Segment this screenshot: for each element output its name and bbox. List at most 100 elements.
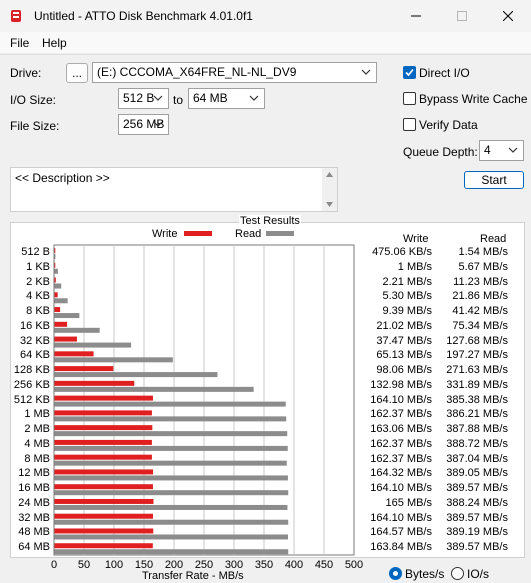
queue-depth-select[interactable]: 4 <box>479 140 524 161</box>
row-label: 2 MB <box>24 423 50 436</box>
close-window-button[interactable] <box>485 0 531 32</box>
x-tick-label: 500 <box>345 559 363 571</box>
write-value: 21.02 MB/s <box>376 319 432 332</box>
bytes-per-second-radio[interactable] <box>389 567 402 580</box>
io-per-second-radio[interactable] <box>451 567 464 580</box>
write-bar <box>54 543 153 549</box>
bypass-write-cache-checkbox[interactable] <box>403 92 416 105</box>
row-label: 32 MB <box>18 511 50 524</box>
legend-read-label: Read <box>235 228 262 240</box>
read-value: 75.34 MB/s <box>452 319 508 332</box>
chevron-down-icon <box>508 147 518 153</box>
read-bar <box>54 268 58 274</box>
read-value: 387.04 MB/s <box>446 452 508 465</box>
write-value: 162.37 MB/s <box>370 452 432 465</box>
checkmark-icon <box>405 68 414 77</box>
x-tick-label: 0 <box>51 559 57 571</box>
read-value: 5.67 MB/s <box>458 260 508 273</box>
write-bar <box>54 366 114 372</box>
verify-data-label: Verify Data <box>419 118 478 132</box>
chevron-down-icon <box>153 95 163 101</box>
x-axis-label: Transfer Rate - MB/s <box>142 570 244 582</box>
write-bar <box>54 248 56 253</box>
browse-button[interactable]: ... <box>66 63 88 83</box>
drive-select[interactable]: (E:) CCCOMA_X64FRE_NL-NL_DV9 <box>92 62 377 83</box>
menu-bar <box>0 32 531 53</box>
read-bar <box>54 401 286 407</box>
chevron-down-icon <box>361 69 371 75</box>
chevron-down-icon <box>153 121 163 127</box>
row-label: 32 KB <box>20 334 50 347</box>
start-button[interactable]: Start <box>464 171 524 189</box>
legend-read-swatch <box>266 231 294 236</box>
write-value: 164.10 MB/s <box>370 393 432 406</box>
write-bar <box>54 425 153 431</box>
write-bar <box>54 380 135 386</box>
io-size-from-select[interactable]: 512 B <box>118 88 169 109</box>
row-label: 1 KB <box>26 260 50 273</box>
io-size-to-select[interactable]: 64 MB <box>188 88 265 109</box>
write-bar <box>54 351 94 357</box>
read-value: 385.38 MB/s <box>446 393 508 406</box>
row-label: 64 KB <box>20 349 50 362</box>
row-label: 256 KB <box>13 378 50 391</box>
title-bar[interactable] <box>0 0 531 32</box>
read-bar <box>54 460 287 466</box>
write-value: 1 MB/s <box>397 260 432 273</box>
write-value: 65.13 MB/s <box>376 349 432 362</box>
read-bar <box>54 504 288 510</box>
direct-io-checkbox[interactable] <box>403 66 416 79</box>
read-value: 271.63 MB/s <box>446 364 508 377</box>
row-label: 2 KB <box>26 275 50 288</box>
menu-file[interactable]: File <box>10 36 30 50</box>
write-value: 163.84 MB/s <box>370 541 432 554</box>
legend-write-label: Write <box>152 228 178 240</box>
queue-depth-value: 4 <box>484 143 491 157</box>
close-icon <box>503 11 513 21</box>
io-size-to-label: to <box>173 93 184 107</box>
description-textbox[interactable]: << Description >> <box>10 167 338 212</box>
read-value: 388.72 MB/s <box>446 437 508 450</box>
write-value: 9.39 MB/s <box>382 305 432 318</box>
read-bar <box>54 372 218 378</box>
row-label: 12 MB <box>18 467 50 480</box>
read-bar <box>54 431 288 437</box>
write-column-header: Write <box>403 233 429 245</box>
description-scrollbar[interactable] <box>322 168 337 211</box>
read-value: 389.19 MB/s <box>446 526 508 539</box>
menu-help[interactable]: Help <box>42 36 67 50</box>
x-tick-label: 150 <box>135 559 153 571</box>
verify-data-checkbox[interactable] <box>403 118 416 131</box>
read-bar <box>54 313 80 319</box>
read-value: 389.05 MB/s <box>446 467 508 480</box>
read-bar <box>54 298 68 304</box>
maximize-icon <box>457 11 467 21</box>
io-size-from-value: 512 B <box>123 91 155 105</box>
write-value: 2.21 MB/s <box>382 275 432 288</box>
results-title: Test Results <box>239 215 301 227</box>
read-bar <box>54 490 289 496</box>
minimize-icon <box>411 15 421 17</box>
row-label: 24 MB <box>18 496 50 509</box>
write-value: 164.10 MB/s <box>370 511 432 524</box>
direct-io-label: Direct I/O <box>419 66 470 80</box>
read-value: 389.57 MB/s <box>446 482 508 495</box>
write-bar <box>54 262 56 268</box>
menu-divider <box>0 54 531 55</box>
x-tick-label: 450 <box>315 559 333 571</box>
minimize-button[interactable] <box>393 0 439 32</box>
write-bar <box>54 439 152 445</box>
maximize-button[interactable] <box>439 0 485 32</box>
read-value: 331.89 MB/s <box>446 378 508 391</box>
file-size-select[interactable]: 256 MB <box>118 114 169 135</box>
row-label: 4 MB <box>24 437 50 450</box>
row-label: 8 MB <box>24 452 50 465</box>
x-tick-label: 350 <box>255 559 273 571</box>
write-value: 164.32 MB/s <box>370 467 432 480</box>
write-value: 98.06 MB/s <box>376 364 432 377</box>
read-bar <box>54 327 100 333</box>
x-tick-label: 400 <box>285 559 303 571</box>
io-size-label: I/O Size: <box>10 93 57 107</box>
row-label: 4 KB <box>26 290 50 303</box>
